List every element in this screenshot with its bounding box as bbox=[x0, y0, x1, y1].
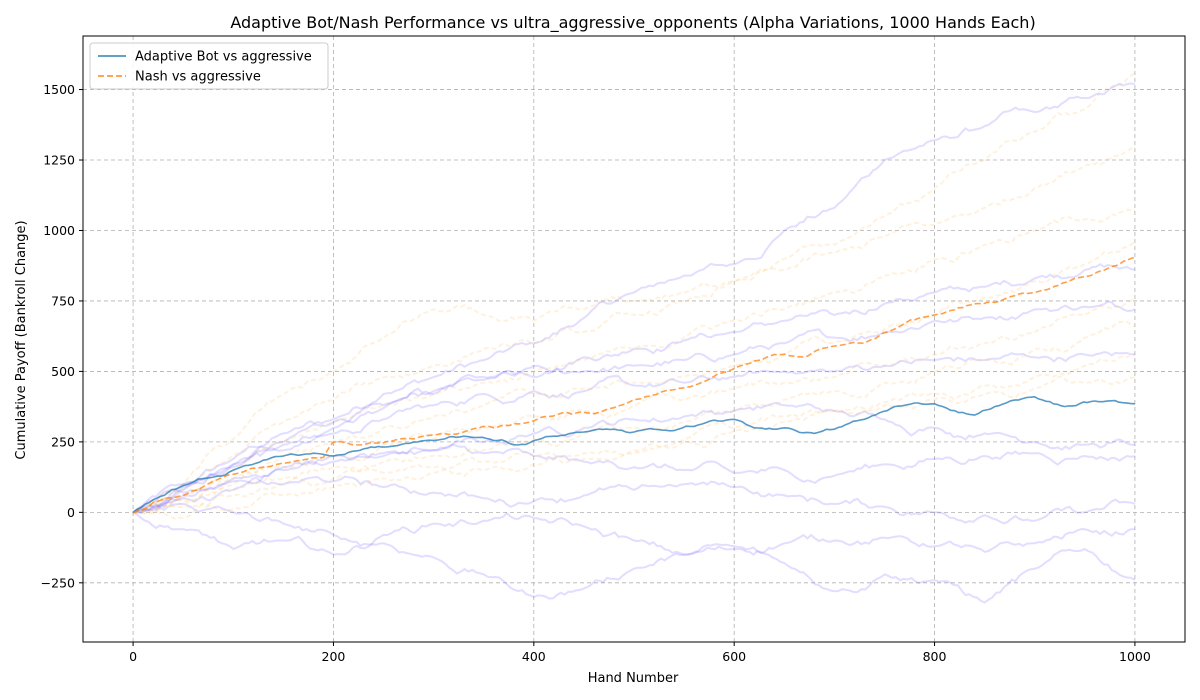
background-series-line bbox=[132, 262, 1136, 514]
plot-area-frame bbox=[82, 35, 1186, 643]
main-series-group bbox=[132, 256, 1136, 514]
legend-box bbox=[89, 42, 329, 90]
y-axis-ticks: −250 0 250 500 750 1000 1250 1500 bbox=[41, 82, 83, 590]
background-series-line bbox=[132, 300, 1136, 514]
legend-entry-label: Nash vs aggressive bbox=[135, 70, 261, 85]
background-series-line bbox=[132, 240, 1136, 514]
background-series-line bbox=[133, 353, 1136, 520]
background-series-line bbox=[133, 401, 1135, 514]
series-line-adaptive-bot bbox=[132, 395, 1135, 513]
y-tick-label: 500 bbox=[51, 364, 75, 379]
background-series-line bbox=[132, 511, 1135, 556]
background-series-line bbox=[132, 475, 1136, 525]
y-tick-label: 0 bbox=[67, 505, 75, 520]
chart-title: Adaptive Bot/Nash Performance vs ultra_a… bbox=[230, 13, 1035, 33]
x-tick-label: 0 bbox=[129, 649, 137, 664]
y-tick-label: 750 bbox=[51, 293, 75, 308]
x-axis-ticks: 0 200 400 600 800 1000 bbox=[129, 642, 1151, 664]
background-series-line bbox=[132, 145, 1136, 514]
series-line-nash bbox=[132, 256, 1136, 514]
y-tick-label: 1000 bbox=[43, 223, 75, 238]
x-tick-label: 200 bbox=[322, 649, 346, 664]
y-tick-label: 250 bbox=[51, 434, 75, 449]
x-tick-label: 800 bbox=[923, 649, 947, 664]
background-series-line bbox=[132, 82, 1136, 514]
background-series-line bbox=[132, 71, 1136, 514]
background-series-line bbox=[133, 375, 1136, 515]
y-axis-label: Cumulative Payoff (Bankroll Change) bbox=[14, 220, 29, 459]
x-tick-label: 1000 bbox=[1119, 649, 1151, 664]
legend: Adaptive Bot vs aggressive Nash vs aggres… bbox=[89, 42, 329, 90]
x-axis-label: Hand Number bbox=[588, 671, 679, 686]
y-tick-label: 1250 bbox=[43, 153, 75, 168]
background-series-line bbox=[132, 320, 1136, 514]
background-series-line bbox=[133, 502, 1136, 604]
background-series-line bbox=[132, 208, 1136, 514]
y-tick-label: 1500 bbox=[43, 82, 75, 97]
x-tick-label: 600 bbox=[722, 649, 746, 664]
x-tick-label: 400 bbox=[522, 649, 546, 664]
background-series-group bbox=[132, 71, 1136, 604]
background-series-line bbox=[132, 443, 1136, 514]
background-series-line bbox=[132, 351, 1135, 514]
legend-entry-label: Adaptive Bot vs aggressive bbox=[135, 50, 312, 65]
grid-lines bbox=[83, 36, 1185, 642]
y-tick-label: −250 bbox=[41, 575, 75, 590]
background-series-line bbox=[133, 297, 1136, 514]
